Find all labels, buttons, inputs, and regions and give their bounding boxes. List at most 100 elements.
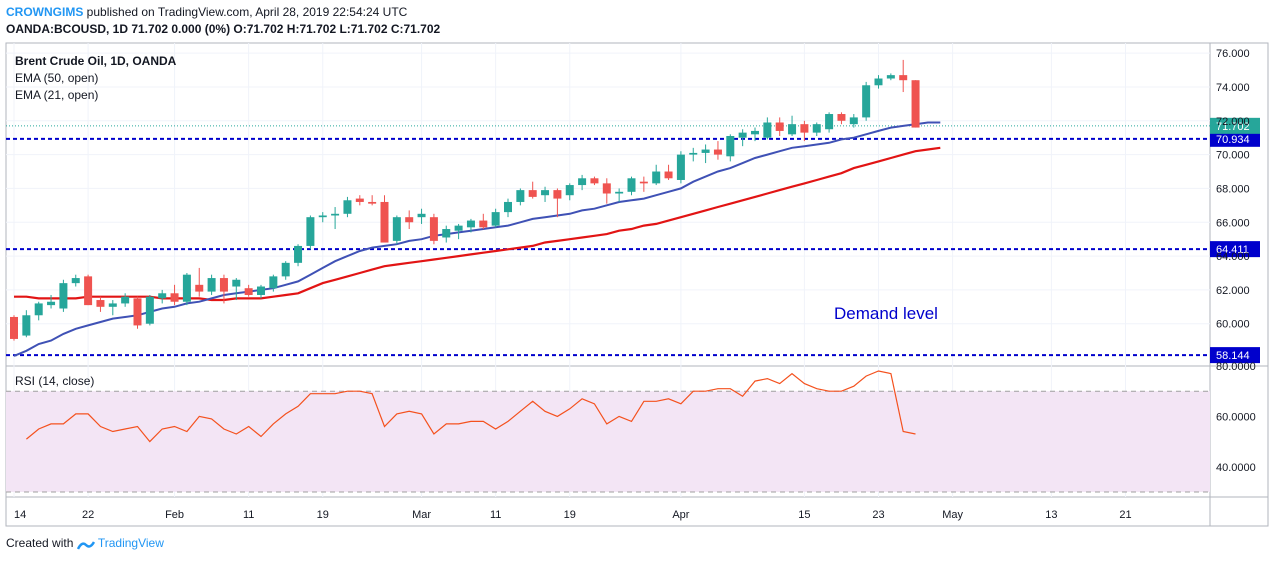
symbol-line: OANDA:BCOUSD, 1D 71.702 0.000 (0%) O:71.… <box>6 22 441 36</box>
candle-body <box>639 181 648 184</box>
author-name[interactable]: CROWNGIMS <box>6 5 84 19</box>
candle-body <box>466 220 475 228</box>
candle-body <box>738 132 747 138</box>
candle-body <box>578 178 587 186</box>
rsi-pane <box>6 370 1210 493</box>
price-axis[interactable]: 76.000 74.000 72.000 70.000 68.000 66.000 64.0… <box>1216 48 1250 331</box>
level-tag-label: 58.144 <box>1216 350 1250 362</box>
rsi-tick-label: 40.0000 <box>1216 462 1256 474</box>
candle-body <box>10 316 18 339</box>
ema50-line <box>14 146 941 302</box>
rsi-legend: RSI (14, close) <box>15 374 94 388</box>
candle-body <box>701 149 710 153</box>
level-tag-label: 70.934 <box>1216 134 1250 146</box>
candle-body <box>429 217 438 241</box>
chart-frame <box>5 42 1269 527</box>
footer-brand[interactable]: TradingView <box>97 536 164 550</box>
candle-body <box>812 124 821 133</box>
candle-body <box>294 245 303 263</box>
candle-body <box>676 154 685 180</box>
last-price-tag <box>1210 117 1260 134</box>
tradingview-logo-icon <box>76 539 95 550</box>
candle-body <box>726 136 735 157</box>
rsi-axis[interactable]: 80.0000 60.0000 40.0000 <box>1216 361 1256 474</box>
price-tick-label: 60.000 <box>1216 319 1250 331</box>
price-tick-label: 68.000 <box>1216 183 1250 195</box>
ema21-line <box>13 121 941 357</box>
level-tag <box>1210 241 1260 258</box>
time-tick-label: 11 <box>243 509 254 521</box>
candle-body <box>491 212 500 226</box>
candle-body <box>837 114 846 121</box>
support-levels: 70.934 64.411 58.144 71.702 <box>6 117 1260 364</box>
candle-body <box>541 190 550 196</box>
candle-body <box>96 300 105 307</box>
price-tick-label: 72.000 <box>1216 116 1250 128</box>
candle-body <box>652 171 661 184</box>
candle-body <box>627 178 636 192</box>
candle-body <box>269 276 278 289</box>
time-tick-label: May <box>942 509 963 521</box>
candle-body <box>713 149 722 155</box>
rsi-band <box>6 391 1210 492</box>
candle-body <box>22 315 31 336</box>
candle-body <box>368 201 377 204</box>
price-tick-label: 74.000 <box>1216 82 1250 94</box>
candle-body <box>34 303 43 316</box>
legend-ema21: EMA (21, open) <box>15 88 98 102</box>
candle-body <box>899 75 908 81</box>
candle-body <box>380 201 389 243</box>
candle-body <box>442 229 451 238</box>
candle-body <box>318 215 327 218</box>
candle-body <box>47 301 56 306</box>
candle-body <box>788 124 797 135</box>
level-tag-label: 64.411 <box>1216 244 1249 256</box>
time-tick-label: Feb <box>165 509 184 521</box>
candle-body <box>170 293 179 302</box>
time-tick-label: 15 <box>798 509 810 521</box>
candle-body <box>849 117 858 125</box>
candle-body <box>355 198 364 202</box>
candle-body <box>553 190 562 199</box>
candle-body <box>664 171 673 179</box>
footer-prefix: Created with <box>6 536 74 550</box>
candle-body <box>689 152 698 155</box>
candle-body <box>615 191 624 194</box>
candle-body <box>602 183 611 194</box>
candle-body <box>257 286 265 295</box>
chart-header: CROWNGIMS published on TradingView.com, … <box>6 4 440 38</box>
candle-body <box>825 114 834 130</box>
candle-body <box>219 278 228 292</box>
candle-body <box>405 217 414 223</box>
candle-body <box>751 130 759 135</box>
candle-body <box>108 303 117 307</box>
candle-body <box>565 185 574 196</box>
price-tick-label: 76.000 <box>1216 48 1250 60</box>
time-tick-label: 21 <box>1119 509 1131 521</box>
published-info: published on TradingView.com, April 28, … <box>86 5 408 19</box>
time-tick-label: 23 <box>872 509 884 521</box>
candle-body <box>800 124 809 133</box>
price-tick-label: 64.000 <box>1216 251 1250 263</box>
candle-body <box>775 122 784 131</box>
price-tick-label: 66.000 <box>1216 217 1250 229</box>
candle-body <box>281 262 290 277</box>
time-axis[interactable]: 14 22 Feb 11 19 Mar 11 19 Apr 15 23 May 13 21 <box>14 509 1132 521</box>
level-tag <box>1210 347 1260 364</box>
time-tick-label: 13 <box>1045 509 1057 521</box>
footer: Created with TradingView <box>6 536 164 550</box>
candle-body <box>232 279 241 287</box>
candle-body <box>504 201 512 213</box>
candle-body <box>911 80 920 128</box>
time-tick-label: 22 <box>82 509 94 521</box>
time-tick-label: 19 <box>564 509 576 521</box>
candle-body <box>182 274 191 302</box>
candle-body <box>207 278 216 292</box>
candle-body <box>71 278 80 284</box>
legend-title: Brent Crude Oil, 1D, OANDA <box>15 54 177 68</box>
candle-body <box>479 220 488 228</box>
candle-body <box>886 75 895 79</box>
demand-level-annotation: Demand level <box>834 304 938 323</box>
candle-body <box>516 190 525 202</box>
